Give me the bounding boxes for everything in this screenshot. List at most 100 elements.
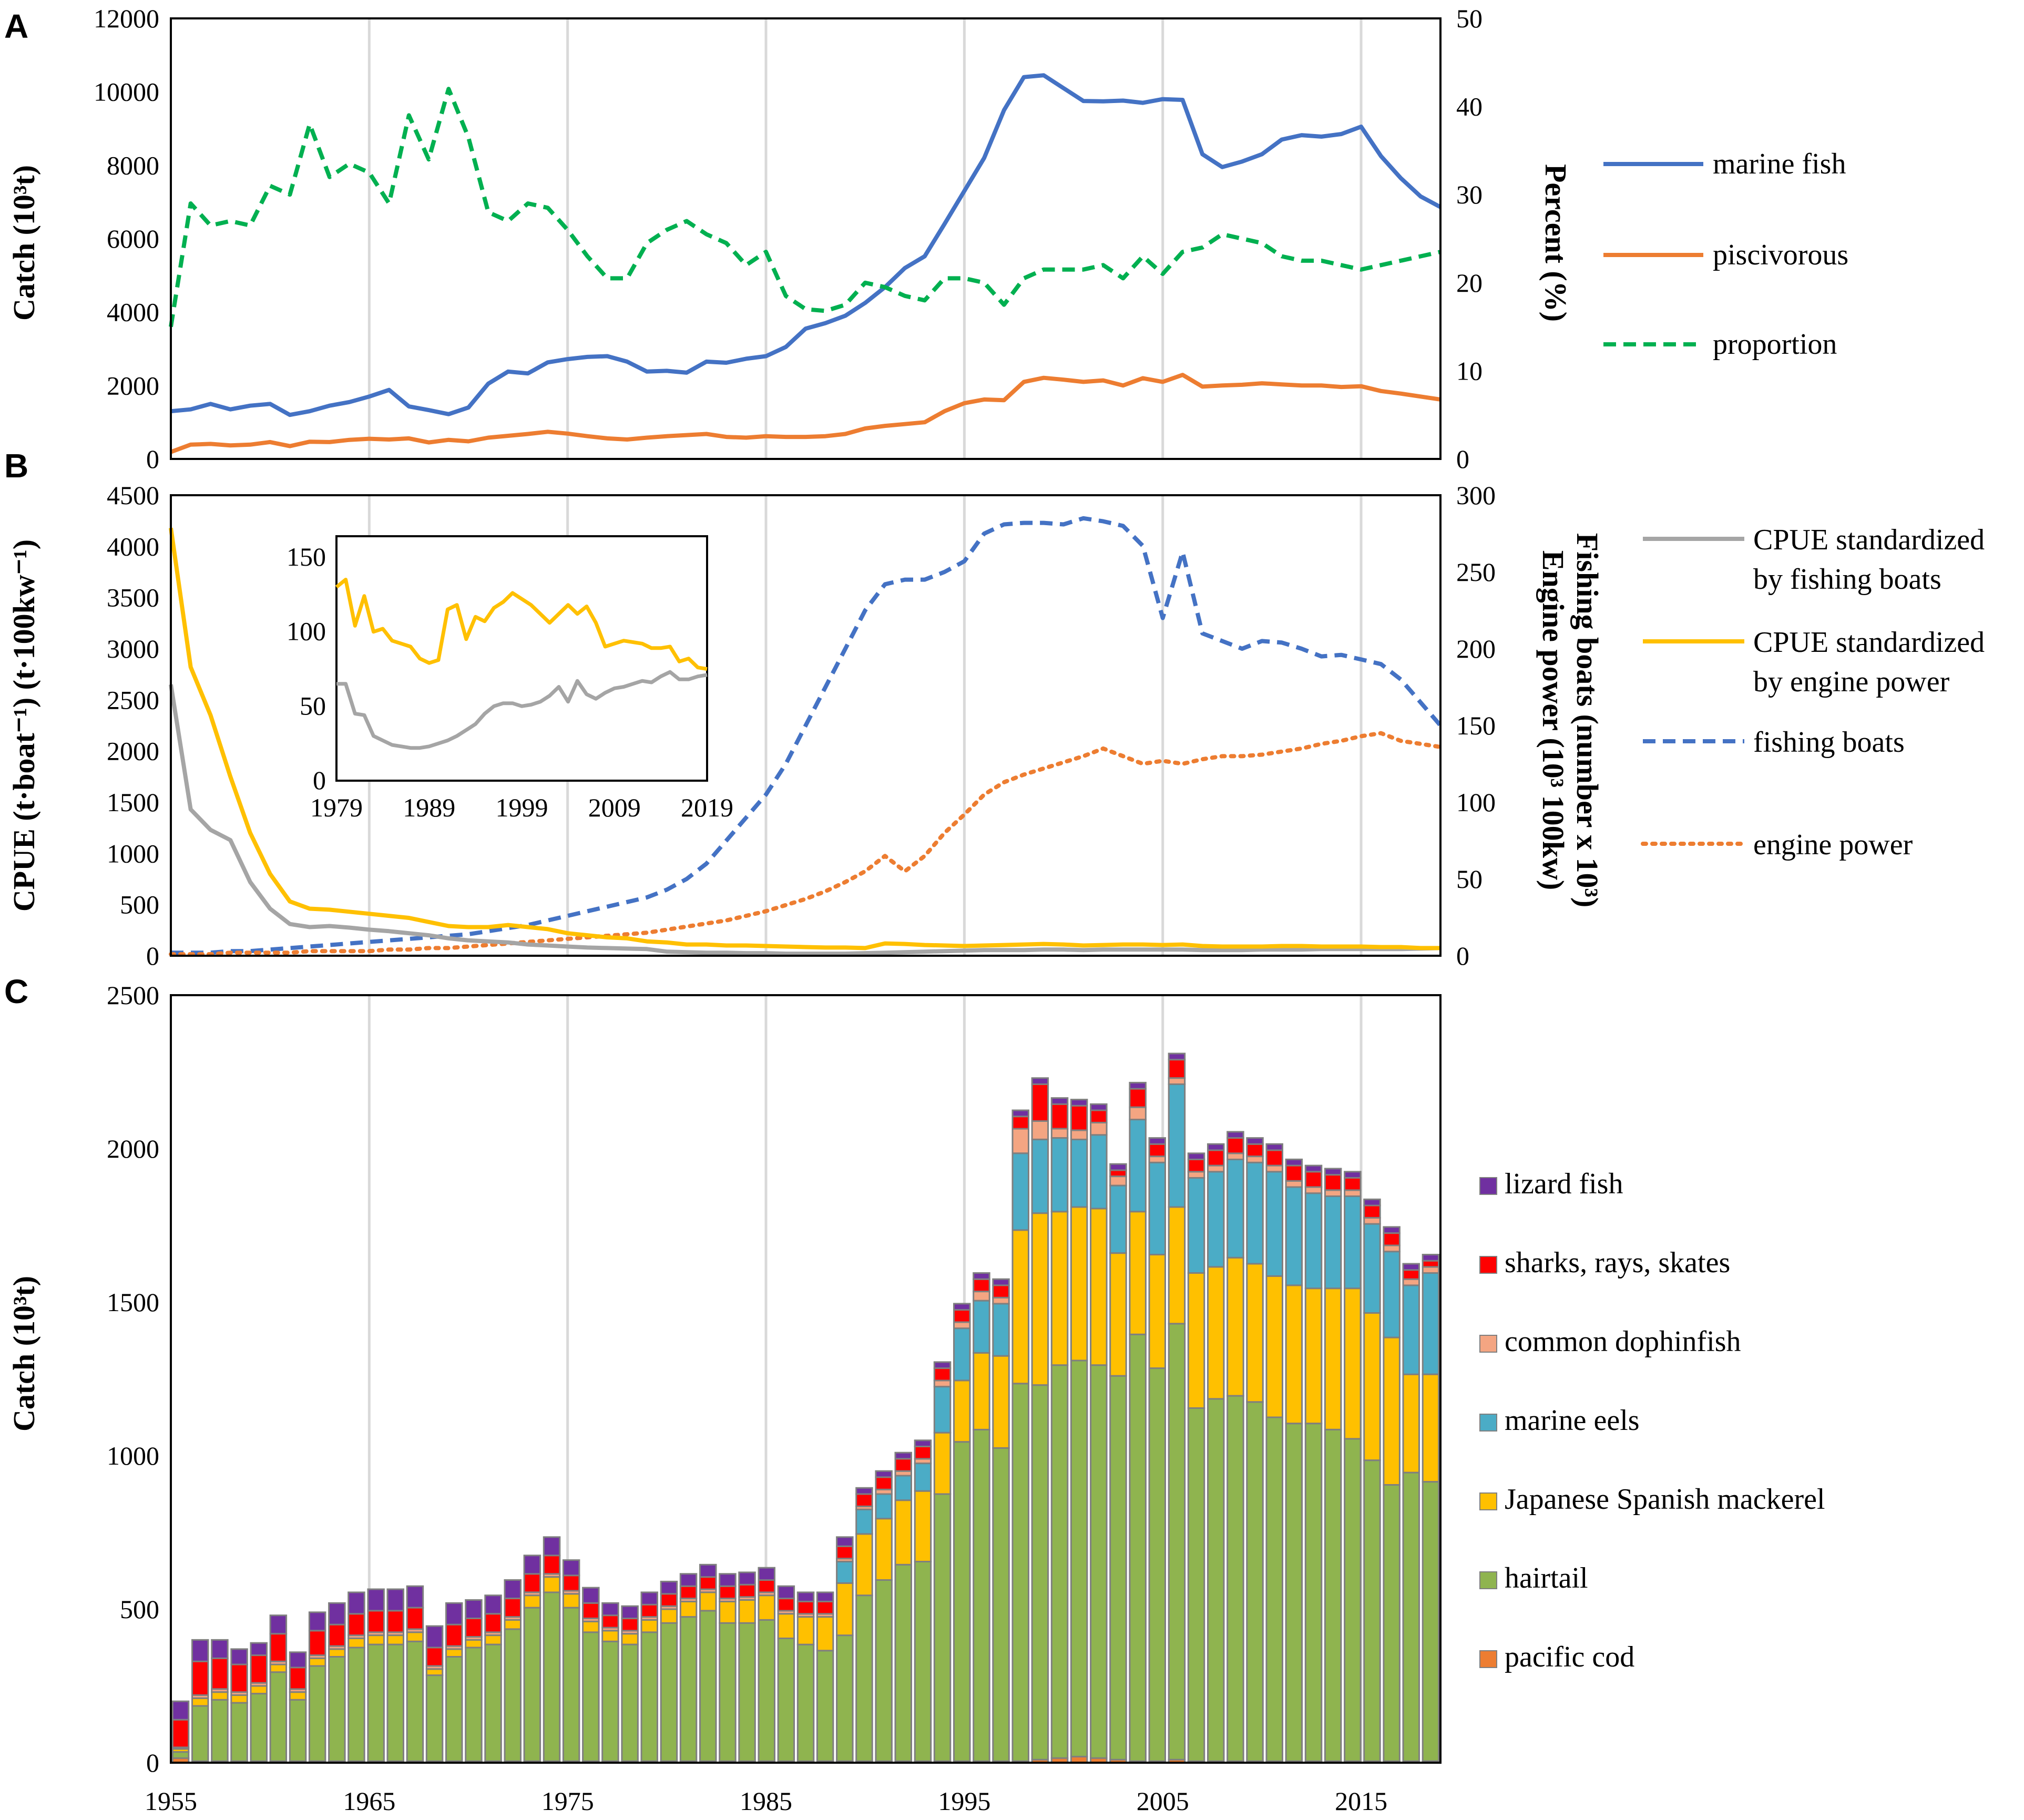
panel-a-y2-axis-label: Percent (%)	[1539, 164, 1573, 322]
bar-segment-sharks-rays-skates	[875, 1476, 893, 1490]
panel-a: 0 2000 4000 6000 8000 10000 12000 0 10 20 30 40 50	[94, 4, 1483, 474]
bar-segment-lizard-fish	[582, 1587, 600, 1604]
bar-segment-hairtail	[230, 1702, 248, 1762]
inset-series-line-CPUE-standardized-by-engine-power	[335, 578, 708, 671]
bar-segment-Japanese-Spanish-mackerel	[601, 1630, 619, 1642]
bar-segment-hairtail	[836, 1634, 854, 1762]
bar-segment-sharks-rays-skates	[640, 1603, 658, 1618]
inset-x-tick-label: 2009	[588, 793, 641, 822]
bar-segment-Japanese-Spanish-mackerel	[211, 1691, 229, 1701]
bar-segment-marine-eels	[1090, 1134, 1108, 1210]
bar-segment-Japanese-Spanish-mackerel	[1109, 1252, 1127, 1377]
bar-segment-sharks-rays-skates	[367, 1610, 385, 1633]
bar-segment-sharks-rays-skates	[1226, 1137, 1244, 1154]
y-tick-label: 4000	[107, 298, 159, 327]
bar-segment-hairtail	[465, 1647, 483, 1762]
bar-segment-sharks-rays-skates	[171, 1719, 190, 1749]
series-line-CPUE-standardized-by-engine-power	[169, 527, 1440, 950]
legend-label-Japanese-Spanish-mackerel: Japanese Spanish mackerel	[1505, 1483, 1825, 1516]
legend-label-engine-power: engine power	[1753, 829, 1913, 861]
inset-x-tick-label: 2019	[681, 793, 733, 822]
series-line-piscivorous	[170, 373, 1441, 454]
bar-segment-common-dophinfish	[1383, 1244, 1401, 1253]
bar-segment-Japanese-Spanish-mackerel	[269, 1663, 288, 1673]
bar-segment-Japanese-Spanish-mackerel	[875, 1518, 893, 1581]
series-line-proportion	[169, 87, 1441, 328]
bar-segment-Japanese-Spanish-mackerel	[484, 1634, 502, 1645]
bar-segment-marine-eels	[1324, 1195, 1342, 1290]
bar-segment-Japanese-Spanish-mackerel	[1031, 1212, 1049, 1386]
inset-y-tick-label: 150	[287, 542, 326, 571]
bar-segment-lizard-fish	[1148, 1137, 1166, 1145]
bar-segment-common-dophinfish	[1402, 1278, 1420, 1286]
bar-segment-Japanese-Spanish-mackerel	[406, 1631, 424, 1642]
bar-segment-sharks-rays-skates	[1050, 1103, 1069, 1130]
y-tick-label: 2500	[107, 980, 159, 1010]
bar-segment-common-dophinfish	[933, 1379, 952, 1388]
bar-segment-sharks-rays-skates	[1187, 1158, 1205, 1173]
y2-tick-label: 100	[1456, 788, 1496, 817]
bar-segment-sharks-rays-skates	[289, 1666, 307, 1690]
bar-segment-Japanese-Spanish-mackerel	[250, 1685, 268, 1695]
bar-segment-lizard-fish	[719, 1573, 737, 1587]
bar-segment-hairtail	[523, 1607, 541, 1762]
bar-segment-lizard-fish	[894, 1451, 912, 1460]
bar-segment-common-dophinfish	[1011, 1128, 1029, 1154]
bar-segment-sharks-rays-skates	[582, 1602, 600, 1620]
bar-segment-common-dophinfish	[1148, 1156, 1166, 1163]
bar-segment-sharks-rays-skates	[738, 1583, 756, 1598]
bar-segment-lizard-fish	[777, 1585, 795, 1600]
bar-segment-hairtail	[1383, 1484, 1401, 1762]
bar-segment-lizard-fish	[445, 1602, 463, 1625]
bar-segment-Japanese-Spanish-mackerel	[914, 1490, 932, 1562]
bar-segment-hairtail	[406, 1640, 424, 1762]
bar-segment-hairtail	[855, 1594, 873, 1762]
bar-segment-hairtail	[328, 1656, 346, 1762]
bar-segment-marine-eels	[1207, 1171, 1225, 1268]
bar-segment-sharks-rays-skates	[425, 1647, 444, 1667]
bar-segment-sharks-rays-skates	[1090, 1109, 1108, 1123]
bar-segment-hairtail	[1031, 1384, 1049, 1761]
legend-swatch-pacific-cod	[1479, 1650, 1497, 1668]
bar-segment-sharks-rays-skates	[250, 1654, 268, 1684]
bar-segment-common-dophinfish	[1363, 1216, 1381, 1225]
bar-segment-lizard-fish	[953, 1303, 971, 1311]
bar-segment-hairtail	[1285, 1423, 1303, 1762]
bar-segment-sharks-rays-skates	[1129, 1088, 1147, 1108]
legend-swatch-lizard-fish	[1479, 1177, 1497, 1195]
bar-segment-lizard-fish	[1344, 1171, 1362, 1179]
bar-segment-lizard-fish	[1383, 1226, 1401, 1234]
bar-segment-hairtail	[1226, 1395, 1244, 1762]
bar-segment-Japanese-Spanish-mackerel	[523, 1594, 541, 1609]
bar-segment-sharks-rays-skates	[1304, 1171, 1323, 1188]
bar-segment-sharks-rays-skates	[1168, 1059, 1186, 1079]
panel-a-legend: marine fish piscivorous proportion	[1603, 148, 1848, 361]
legend-label-sharks-rays-skates: sharks, rays, skates	[1505, 1246, 1730, 1279]
y-tick-label: 0	[146, 1748, 159, 1777]
bar-segment-lizard-fish	[543, 1536, 561, 1557]
bar-segment-hairtail	[621, 1643, 639, 1762]
inset-x-tick-label: 1999	[496, 793, 548, 822]
bar-segment-sharks-rays-skates	[1324, 1174, 1342, 1191]
y2-tick-label: 10	[1456, 356, 1483, 385]
bar-segment-marine-eels	[1129, 1119, 1147, 1213]
y2-tick-label: 250	[1456, 557, 1496, 587]
bar-segment-lizard-fish	[1226, 1131, 1244, 1139]
bar-segment-hairtail	[738, 1622, 756, 1762]
y-tick-label: 4500	[107, 480, 159, 510]
bar-segment-lizard-fish	[796, 1591, 815, 1602]
legend-label-cpue-boats-1: CPUE standardized	[1753, 524, 1985, 556]
bar-segment-sharks-rays-skates	[796, 1600, 815, 1615]
bar-segment-hairtail	[640, 1631, 658, 1762]
bar-segment-hairtail	[933, 1493, 952, 1762]
y2-tick-label: 150	[1456, 711, 1496, 740]
bar-segment-Japanese-Spanish-mackerel	[855, 1533, 873, 1597]
bar-segment-marine-eels	[1344, 1195, 1362, 1290]
y-tick-label: 3000	[107, 634, 159, 663]
bar-segment-marine-eels	[1031, 1139, 1049, 1214]
bar-segment-hairtail	[894, 1563, 912, 1762]
bar-segment-common-dophinfish	[1324, 1189, 1342, 1198]
bar-segment-marine-eels	[1246, 1161, 1264, 1265]
bar-segment-sharks-rays-skates	[523, 1573, 541, 1593]
y-tick-label: 6000	[107, 224, 159, 253]
